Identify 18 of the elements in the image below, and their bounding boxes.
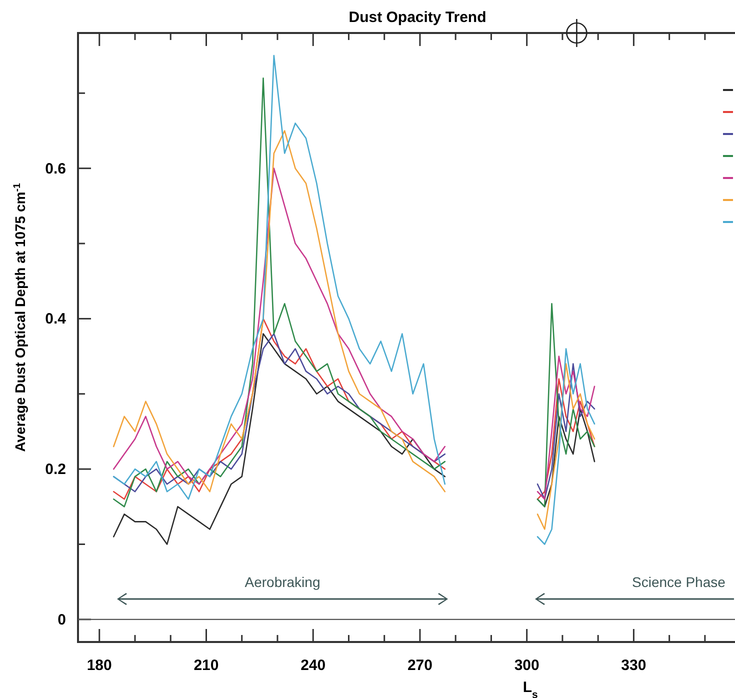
y-tick-label: 0.6 — [45, 160, 66, 178]
x-tick-label: 210 — [194, 657, 219, 674]
x-tick-label: 240 — [300, 657, 326, 674]
x-tick-label: 300 — [514, 657, 540, 674]
y-tick-label: 0.4 — [45, 310, 67, 328]
x-tick-label: 270 — [407, 657, 432, 674]
y-tick-label: 0 — [58, 611, 66, 628]
line-series — [536, 348, 596, 545]
annotation: Science Phase — [632, 574, 726, 590]
chart-title: Dust Opacity Trend — [348, 9, 486, 26]
x-tick-label: 330 — [621, 657, 646, 674]
y-tick-label: 0.2 — [45, 461, 66, 478]
x-tick-label: 180 — [86, 657, 112, 674]
line-series — [536, 363, 596, 530]
line-series — [536, 303, 596, 508]
x-axis-title: L$_{s}$ — [522, 679, 538, 698]
line-series — [112, 333, 446, 545]
annotation: Aerobraking — [244, 574, 320, 590]
